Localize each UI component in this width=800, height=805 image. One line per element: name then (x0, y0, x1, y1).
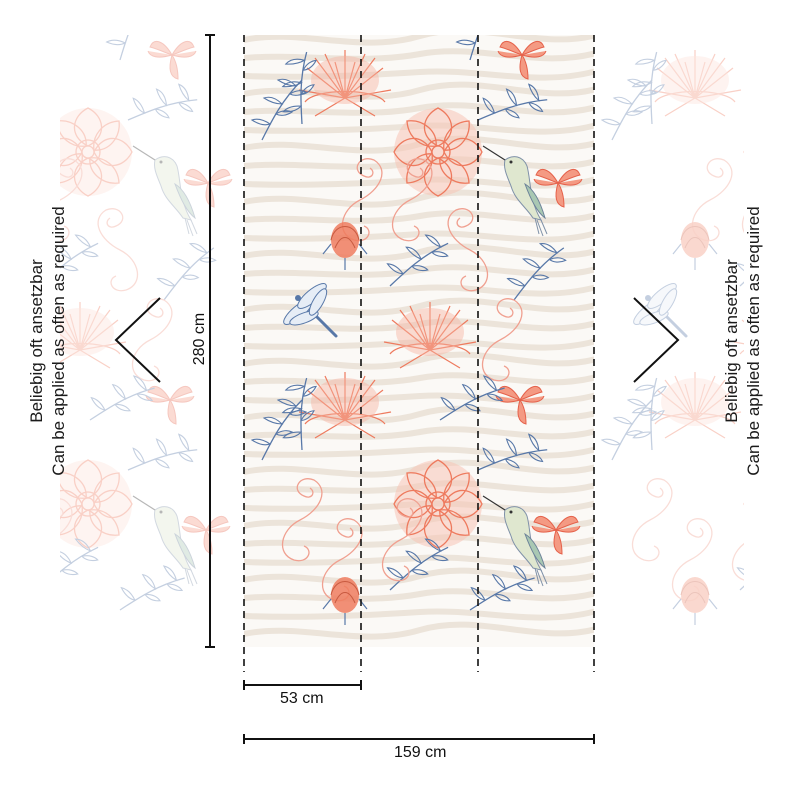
zebra-stripe (244, 210, 594, 224)
zebra-stripe (244, 446, 594, 459)
panel-width-dimension (243, 680, 362, 690)
zebra-stripe (244, 392, 594, 405)
zebra-stripe (244, 284, 594, 297)
repeat-note-right: Beliebig oft ansetzbar Can be applied as… (721, 191, 765, 491)
panel-width-label: 53 cm (280, 690, 324, 707)
zebra-stripe (244, 68, 594, 81)
height-label: 280 cm (191, 312, 209, 366)
zebra-stripe (244, 554, 594, 567)
zebra-stripe (244, 35, 594, 46)
total-width-label: 159 cm (394, 744, 447, 761)
repeat-note-left: Beliebig oft ansetzbar Can be applied as… (26, 191, 70, 491)
height-dimension (205, 34, 215, 648)
zebra-stripe (244, 372, 594, 386)
chevron-right-icon (633, 297, 680, 383)
zebra-stripe (244, 351, 594, 370)
zebra-stripe (244, 243, 594, 262)
repeat-note-right-en: Can be applied as often as required (744, 206, 763, 476)
total-width-dimension (243, 734, 595, 744)
repeat-note-right-de: Beliebig oft ansetzbar (722, 259, 741, 423)
chevron-left-icon (114, 297, 161, 383)
repeat-note-left-de: Beliebig oft ansetzbar (27, 259, 46, 423)
right-repeat-preview (602, 0, 800, 632)
zebra-stripe (244, 189, 594, 208)
wallpaper-panels (244, 35, 594, 647)
zebra-stripe (244, 102, 594, 116)
repeat-note-left-en: Can be applied as often as required (49, 206, 68, 476)
zebra-stripe (244, 230, 594, 243)
zebra-stripe (244, 48, 594, 62)
zebra-stripe (244, 588, 594, 602)
zebra-stripe (244, 621, 594, 640)
zebra-stripe (244, 608, 594, 621)
panel-seam-lines (243, 35, 595, 672)
